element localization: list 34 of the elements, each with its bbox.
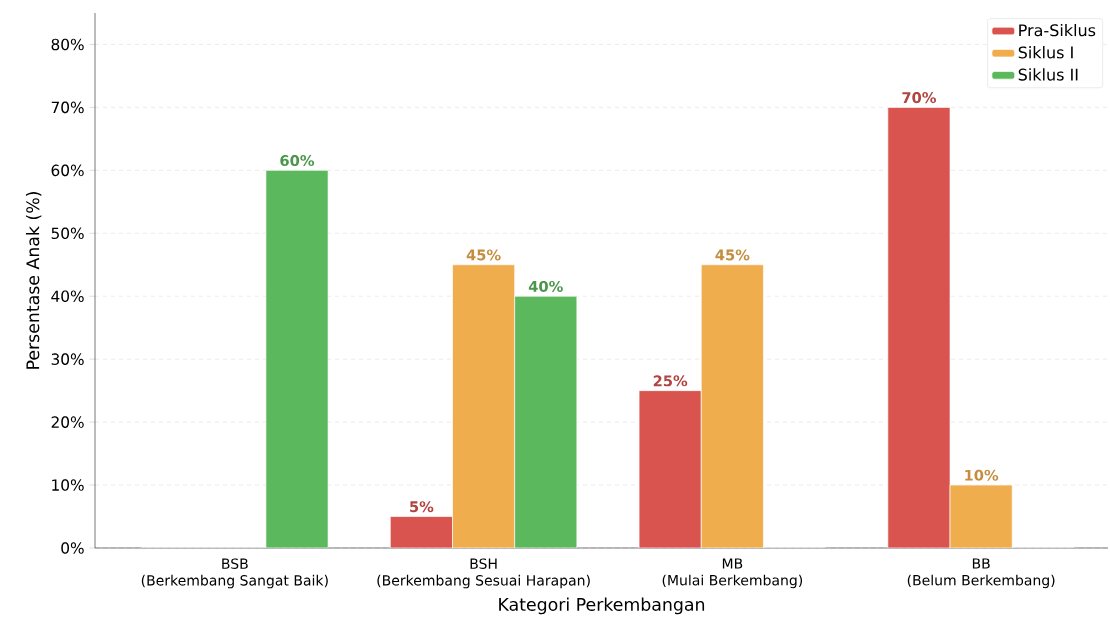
y-tick-label: 20% <box>51 416 84 428</box>
bar <box>887 107 951 548</box>
y-tick-label: 60% <box>51 164 84 177</box>
bar <box>638 390 702 548</box>
data-label: 45% <box>466 249 501 261</box>
data-label: 40% <box>528 280 563 292</box>
y-tick-label: 30% <box>51 353 84 365</box>
data-label: 10% <box>965 469 999 481</box>
x-tick-label: MB (Mulai Berkembang) <box>662 558 803 589</box>
y-axis-title: Persentase Anak (%) <box>25 192 42 369</box>
bar <box>265 170 329 548</box>
data-label: 60% <box>280 155 315 167</box>
y-tick-label: 80% <box>51 38 84 51</box>
y-tick-label: 0% <box>61 542 84 554</box>
y-tick-label: 50% <box>51 227 84 240</box>
x-tick-label: BSH (Berkembang Sesuai Harapan) <box>377 558 590 589</box>
legend-label: Siklus I <box>1018 46 1073 59</box>
bar <box>700 264 764 548</box>
x-axis-title: Kategori Perkembangan <box>499 597 705 615</box>
bar <box>514 295 578 548</box>
x-tick-label: BSB (Berkembang Sangat Baik) <box>141 558 328 589</box>
y-tick-label: 10% <box>52 479 84 491</box>
data-label: 45% <box>715 249 750 261</box>
legend-label: Siklus II <box>1018 68 1078 81</box>
legend-label: Pra-Siklus <box>1019 23 1096 37</box>
data-label: 25% <box>653 375 688 387</box>
data-label: 5% <box>410 501 434 513</box>
y-tick-label: 70% <box>51 101 84 114</box>
data-label: 70% <box>902 92 937 104</box>
x-tick-label: BB (Belum Berkembang) <box>907 558 1055 589</box>
y-tick-label: 40% <box>51 290 84 303</box>
bar <box>949 484 1013 548</box>
bar <box>389 516 453 548</box>
bar <box>452 264 516 548</box>
